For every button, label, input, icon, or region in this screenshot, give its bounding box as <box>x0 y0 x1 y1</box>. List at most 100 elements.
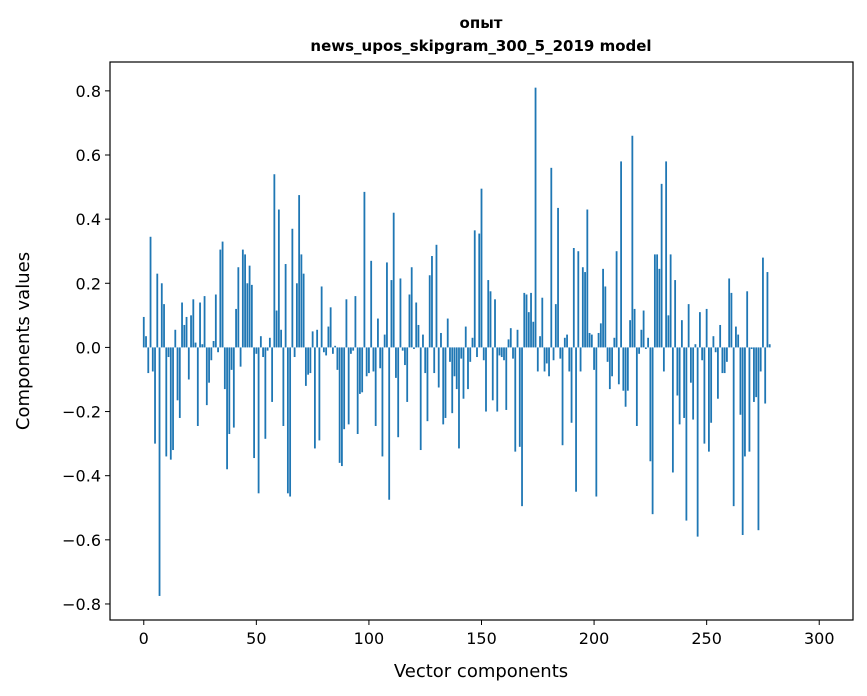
bar <box>399 278 402 348</box>
bar <box>599 323 602 348</box>
bar <box>658 268 661 348</box>
bar <box>329 307 332 348</box>
bar <box>221 241 224 348</box>
y-axis-label: Components values <box>13 252 34 430</box>
bar <box>149 236 152 348</box>
bar <box>464 326 467 348</box>
bar <box>726 347 728 362</box>
bar <box>728 278 731 348</box>
bar <box>480 188 483 348</box>
bar <box>473 230 476 348</box>
bar <box>210 347 213 361</box>
bar <box>689 347 692 383</box>
bar <box>620 161 622 348</box>
bar <box>264 347 267 439</box>
bar <box>338 347 341 463</box>
bar <box>748 347 751 452</box>
bar <box>192 299 195 348</box>
bars-group <box>142 87 771 596</box>
bar <box>199 302 201 348</box>
bar <box>332 347 334 354</box>
bar <box>766 272 769 348</box>
bar <box>359 347 361 394</box>
bar <box>606 347 609 362</box>
bar <box>624 347 627 407</box>
bar <box>406 347 409 402</box>
bar <box>451 347 454 414</box>
x-tick-label: 300 <box>804 629 835 648</box>
bar <box>165 347 168 457</box>
bar <box>721 347 724 374</box>
bar <box>196 347 199 426</box>
bar <box>401 347 404 351</box>
bar <box>237 267 240 348</box>
bar <box>309 347 312 374</box>
bar <box>363 191 366 348</box>
x-axis-label: Vector components <box>394 661 568 682</box>
bar <box>683 347 686 418</box>
bar <box>568 347 571 372</box>
bar <box>563 337 566 348</box>
bar <box>561 347 564 446</box>
bar <box>327 326 330 348</box>
bar <box>518 347 521 447</box>
bar <box>422 334 424 348</box>
bar <box>341 347 343 467</box>
bar <box>478 233 481 348</box>
bar <box>494 299 496 348</box>
bar <box>653 254 656 348</box>
bar <box>368 347 370 374</box>
bar <box>392 212 395 348</box>
y-tick-label: −0.6 <box>62 531 101 550</box>
bar <box>525 294 528 348</box>
bar <box>361 347 364 393</box>
bar <box>759 347 762 372</box>
y-tick-label: 0.8 <box>76 82 101 101</box>
bar <box>428 275 431 348</box>
bar <box>579 347 582 372</box>
bar <box>730 292 733 348</box>
x-tick-label: 200 <box>579 629 610 648</box>
bar <box>354 296 357 348</box>
bar <box>471 337 474 348</box>
bar <box>703 347 706 444</box>
bar <box>397 347 400 438</box>
bar <box>687 304 690 348</box>
bar <box>271 347 274 402</box>
bar <box>735 326 737 348</box>
bar <box>714 347 717 353</box>
bar <box>662 347 665 372</box>
bar <box>169 347 172 460</box>
bar <box>172 347 174 451</box>
bar <box>334 345 337 348</box>
y-tick-label: 0.6 <box>76 146 101 165</box>
bar <box>584 272 586 348</box>
bar <box>203 296 206 348</box>
bar <box>241 249 244 348</box>
bar <box>460 347 463 359</box>
bar <box>187 347 190 380</box>
bar <box>642 310 645 348</box>
bar <box>201 344 204 348</box>
bar <box>300 254 303 348</box>
bar <box>622 347 625 391</box>
bar <box>467 347 469 390</box>
bar <box>268 337 271 348</box>
bar <box>509 328 512 348</box>
bar <box>365 347 368 377</box>
bar <box>446 318 449 348</box>
bar <box>208 347 210 383</box>
bar <box>536 347 539 372</box>
bar <box>604 286 607 348</box>
bar <box>424 347 427 374</box>
bar <box>482 347 485 361</box>
bar <box>336 347 339 370</box>
bar <box>235 308 237 348</box>
bar <box>651 347 654 515</box>
bar <box>282 347 285 426</box>
bar <box>615 251 618 348</box>
bar <box>156 273 159 348</box>
bar <box>286 347 289 494</box>
bar <box>444 347 447 418</box>
